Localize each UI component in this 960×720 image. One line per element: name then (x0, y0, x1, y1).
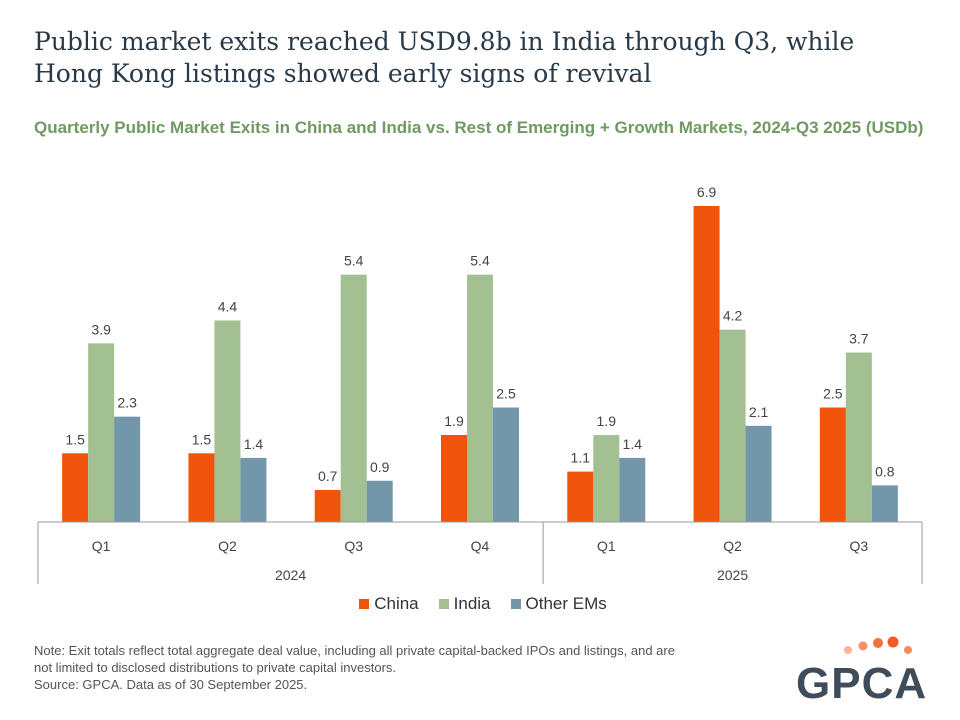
bar-india-5 (719, 329, 746, 522)
legend-label-china: China (374, 594, 419, 613)
data-label-india-4: 1.9 (597, 413, 617, 429)
legend-item-india: India (438, 594, 491, 614)
logo-dot (858, 641, 868, 651)
bar-china-0 (62, 453, 89, 522)
data-label-india-6: 3.7 (849, 331, 869, 347)
data-label-china-0: 1.5 (65, 431, 85, 447)
bar-india-1 (214, 320, 241, 522)
bar-india-3 (467, 274, 493, 522)
data-label-china-1: 1.5 (192, 431, 212, 447)
data-label-india-2: 5.4 (344, 253, 364, 269)
legend-item-china: China (359, 594, 419, 614)
bar-other-0 (114, 416, 141, 522)
x-tick-label-2: Q3 (344, 538, 363, 554)
data-label-other-1: 1.4 (244, 436, 264, 452)
logo-dot (887, 636, 899, 648)
bar-china-4 (567, 471, 594, 522)
x-tick-label-0: Q1 (92, 538, 111, 554)
group-label-2024: 2024 (275, 567, 306, 583)
bar-india-2 (340, 274, 367, 522)
data-label-india-0: 3.9 (91, 321, 111, 337)
bar-other-2 (366, 480, 393, 522)
data-label-china-4: 1.1 (571, 450, 591, 466)
chart-subtitle: Quarterly Public Market Exits in China a… (34, 118, 924, 137)
data-label-china-6: 2.5 (823, 386, 843, 402)
data-label-india-5: 4.2 (723, 308, 743, 324)
x-tick-label-3: Q4 (471, 538, 490, 554)
bar-india-6 (845, 352, 872, 522)
chart-title: Public market exits reached USD9.8b in I… (34, 27, 855, 88)
bar-other-4 (619, 457, 646, 522)
data-label-other-5: 2.1 (749, 404, 769, 420)
bar-india-4 (593, 434, 620, 522)
x-tick-label-4: Q1 (597, 538, 616, 554)
data-label-china-2: 0.7 (318, 468, 338, 484)
bar-china-1 (188, 453, 215, 522)
bar-china-3 (441, 434, 467, 522)
logo-dot (904, 646, 912, 654)
x-tick-label-6: Q3 (850, 538, 869, 554)
logo-dot (873, 638, 883, 648)
bar-other-6 (871, 485, 898, 522)
footnote: Note: Exit totals reflect total aggregat… (34, 642, 694, 693)
data-label-other-2: 0.9 (370, 459, 390, 475)
x-tick-label-1: Q2 (218, 538, 237, 554)
legend-swatch-other-ems (510, 599, 521, 609)
gpca-logo: GPCA (796, 636, 927, 708)
logo-dot (844, 646, 852, 654)
footnote-note: Note: Exit totals reflect total aggregat… (34, 643, 675, 675)
data-label-other-4: 1.4 (623, 436, 643, 452)
data-label-china-3: 1.9 (444, 413, 464, 429)
legend-label-other-ems: Other EMs (525, 594, 607, 613)
legend-swatch-china (359, 599, 370, 609)
data-label-india-3: 5.4 (470, 253, 490, 269)
x-tick-label-5: Q2 (723, 538, 742, 554)
logo-wordmark: GPCA (796, 659, 927, 708)
data-label-other-3: 2.5 (496, 386, 516, 402)
data-label-other-6: 0.8 (875, 463, 895, 479)
footnote-source: Source: GPCA. Data as of 30 September 20… (34, 677, 308, 692)
bar-china-6 (819, 407, 846, 522)
bar-other-1 (240, 457, 267, 522)
bar-other-5 (745, 425, 772, 522)
data-label-india-1: 4.4 (218, 298, 238, 314)
legend-label-india: India (453, 594, 491, 613)
data-label-china-5: 6.9 (697, 184, 717, 200)
legend-swatch-india (438, 599, 449, 609)
data-label-other-0: 2.3 (117, 395, 137, 411)
bar-china-2 (314, 489, 341, 522)
bar-india-0 (88, 343, 115, 522)
group-label-2025: 2025 (717, 567, 748, 583)
chart-legend: China India Other EMs (0, 594, 960, 614)
bar-china-5 (693, 205, 720, 523)
legend-item-other-ems: Other EMs (510, 594, 607, 614)
bar-other-3 (493, 407, 519, 522)
